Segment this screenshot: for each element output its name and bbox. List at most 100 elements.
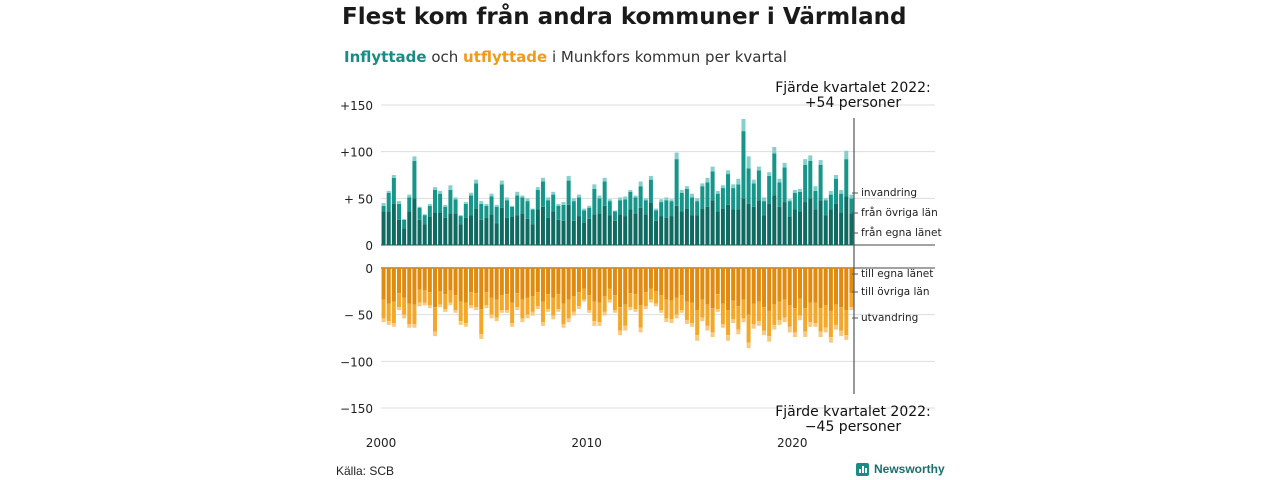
inflow-bar-same-county <box>602 205 607 245</box>
annotation-bottom-line2: −45 personer <box>805 419 902 435</box>
brand-logo: Newsworthy <box>856 462 945 476</box>
inflow-bar-other-counties <box>510 206 515 217</box>
inflow-bar-immigration <box>643 198 648 201</box>
inflow-bar-immigration <box>489 193 494 197</box>
outflow-bar-other-counties <box>576 292 581 307</box>
inflow-bar-immigration <box>391 175 396 178</box>
outflow-bar-other-counties <box>664 299 669 319</box>
outflow-bar-other-counties <box>571 296 576 312</box>
inflow-bar-other-counties <box>576 197 581 217</box>
outflow-bar-other-counties <box>654 291 659 304</box>
inflow-bar-same-county <box>726 204 731 245</box>
inflow-bar-other-counties <box>849 198 854 214</box>
outflow-bar-emigration <box>844 335 849 340</box>
outflow-bar-emigration <box>391 323 396 327</box>
outflow-bar-emigration <box>798 315 803 321</box>
outflow-bar-other-counties <box>463 302 468 324</box>
inflow-bar-same-county <box>782 202 787 245</box>
inflow-bar-other-counties <box>746 168 751 204</box>
inflow-bar-other-counties <box>612 211 617 221</box>
outflow-bar-same-county <box>427 268 432 293</box>
outflow-bar-other-counties <box>396 293 401 308</box>
inflow-bar-same-county <box>515 215 520 245</box>
outflow-bar-emigration <box>674 314 679 319</box>
outflow-bar-same-county <box>823 268 828 306</box>
inflow-bar-same-county <box>443 217 448 245</box>
outflow-bar-same-county <box>628 268 633 294</box>
outflow-bar-emigration <box>443 309 448 312</box>
inflow-bar-other-counties <box>587 207 592 219</box>
inflow-bar-immigration <box>571 198 576 202</box>
inflow-bar-immigration <box>813 186 818 191</box>
outflow-bar-emigration <box>515 307 520 310</box>
outflow-bar-other-counties <box>710 308 715 333</box>
outflow-bar-emigration <box>839 330 844 337</box>
x-tick-label: 2010 <box>571 436 602 450</box>
outflow-bar-emigration <box>576 306 581 310</box>
inflow-bar-immigration <box>705 177 710 183</box>
inflow-bar-immigration <box>597 195 602 199</box>
outflow-bar-same-county <box>561 268 566 304</box>
outflow-bar-emigration <box>458 321 463 325</box>
outflow-bar-emigration <box>530 311 535 316</box>
outflow-bar-emigration <box>808 322 813 327</box>
outflow-bar-other-counties <box>551 297 556 316</box>
outflow-bar-other-counties <box>407 303 412 324</box>
outflow-bar-same-county <box>391 268 396 302</box>
inflow-bar-same-county <box>674 205 679 245</box>
inflow-bar-same-county <box>659 216 664 245</box>
inflow-bar-immigration <box>844 150 849 160</box>
outflow-bar-emigration <box>504 310 509 313</box>
outflow-bar-emigration <box>623 325 628 331</box>
outflow-bar-other-counties <box>643 292 648 307</box>
inflow-bar-other-counties <box>638 186 643 208</box>
outflow-bar-other-counties <box>422 290 427 303</box>
inflow-bar-same-county <box>710 200 715 245</box>
inflow-bar-immigration <box>623 196 628 200</box>
outflow-bar-same-county <box>731 268 736 301</box>
inflow-bar-same-county <box>432 212 437 245</box>
inflow-bar-immigration <box>762 197 767 202</box>
outflow-bar-same-county <box>767 268 772 311</box>
inflow-bar-other-counties <box>782 167 787 203</box>
outflow-bar-other-counties <box>566 299 571 319</box>
outflow-bar-emigration <box>628 307 633 310</box>
outflow-bar-emigration <box>407 324 412 328</box>
outflow-bar-other-counties <box>772 304 777 325</box>
inflow-bar-immigration <box>690 193 695 198</box>
annotation-top-line1: Fjärde kvartalet 2022: <box>775 80 931 96</box>
inflow-bar-other-counties <box>494 206 499 224</box>
outflow-bar-other-counties <box>818 308 823 332</box>
inflow-bar-other-counties <box>736 184 741 210</box>
inflow-bar-other-counties <box>834 178 839 204</box>
outflow-bar-emigration <box>664 318 669 323</box>
outflow-bar-same-county <box>612 268 617 296</box>
inflow-bar-other-counties <box>540 181 545 207</box>
inflow-bar-other-counties <box>468 195 473 216</box>
inflow-bar-same-county <box>798 211 803 245</box>
inflow-bar-same-county <box>772 195 777 245</box>
outflow-bar-same-county <box>494 268 499 300</box>
inflow-bar-immigration <box>849 194 854 199</box>
inflow-bar-other-counties <box>592 189 597 215</box>
inflow-bar-immigration <box>648 175 653 180</box>
outflow-bar-other-counties <box>648 288 653 300</box>
outflow-bar-same-county <box>762 268 767 308</box>
outflow-bar-other-counties <box>762 307 767 331</box>
outflow-bar-other-counties <box>674 297 679 315</box>
outflow-bar-same-county <box>700 268 705 300</box>
inflow-bar-same-county <box>705 206 710 245</box>
inflow-bar-same-county <box>839 212 844 245</box>
inflow-bar-immigration <box>494 204 499 207</box>
inflow-bar-immigration <box>710 166 715 172</box>
inflow-bar-immigration <box>736 178 741 185</box>
y-tick-label: − 50 <box>344 309 373 323</box>
outflow-bar-other-counties <box>638 305 643 328</box>
outflow-bars <box>381 268 854 349</box>
outflow-bar-same-county <box>417 268 422 290</box>
outflow-bar-other-counties <box>479 309 484 335</box>
outflow-bar-emigration <box>520 318 525 323</box>
outflow-bar-emigration <box>741 318 746 323</box>
inflow-bar-immigration <box>510 205 515 207</box>
outflow-bar-other-counties <box>402 297 407 315</box>
